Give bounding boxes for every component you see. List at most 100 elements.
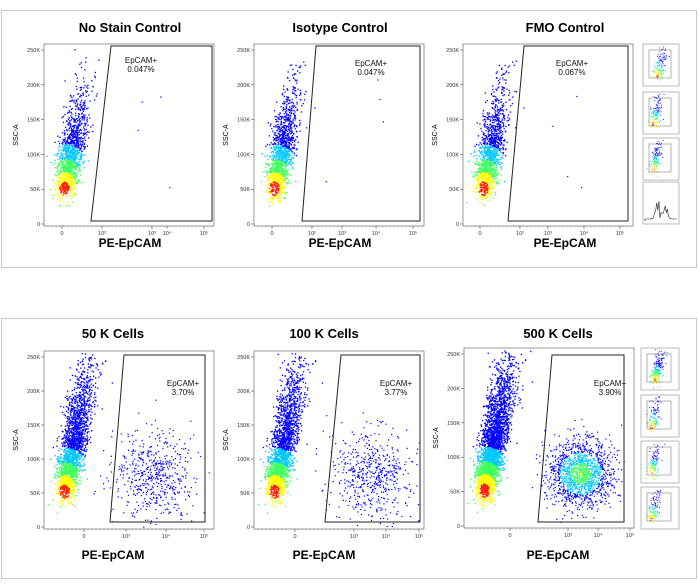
x-tick-label: 0	[270, 231, 273, 237]
y-tick-label: 0	[457, 524, 460, 530]
epcam-gate	[324, 354, 421, 523]
gate-percent: 0.067%	[558, 68, 585, 77]
gating-thumbnail	[642, 181, 680, 225]
y-tick-label: 50K	[240, 187, 250, 193]
x-tick-label: 0	[478, 231, 481, 237]
y-tick-label: 250K	[27, 48, 40, 54]
x-axis-label: PE-EpCAM	[527, 548, 590, 562]
y-axis-label: SSC-A	[13, 124, 20, 146]
y-tick-label: 200K	[446, 83, 459, 89]
x-tick-label: 0	[82, 534, 85, 540]
y-tick-label: 150K	[237, 423, 250, 429]
x-axis-label: PE-EpCAM	[82, 548, 145, 562]
event-density	[467, 350, 625, 523]
epcam-gate	[537, 354, 625, 523]
y-tick-label: 150K	[447, 421, 460, 427]
event-density	[257, 353, 420, 528]
plot-title: FMO Control	[526, 20, 605, 35]
plot-3: FMO Control 0 50K 100K 150K 200K 250K SSC-A 0 10²…	[432, 20, 634, 250]
y-tick-label: 150K	[446, 118, 459, 124]
x-tick-label: 10³	[338, 231, 346, 237]
epcam-gate	[301, 45, 421, 222]
x-tick-label: 10⁴	[162, 533, 171, 540]
x-axis-label: PE-EpCAM	[99, 236, 162, 250]
x-tick-label: 0	[508, 533, 511, 539]
y-tick-label: 200K	[447, 386, 460, 392]
y-tick-label: 0	[37, 222, 40, 228]
plot-title: 500 K Cells	[523, 326, 592, 341]
y-axis-label: SSC-A	[433, 427, 440, 449]
x-tick-label: 10⁴	[163, 230, 172, 237]
y-tick-label: 50K	[30, 491, 40, 497]
x-tick-label: 10⁴	[372, 230, 381, 237]
y-tick-label: 200K	[237, 83, 250, 89]
gating-thumbnail	[640, 486, 680, 530]
gating-thumbnail	[640, 394, 680, 438]
y-tick-label: 200K	[27, 83, 40, 89]
y-tick-label: 150K	[237, 118, 250, 124]
x-tick-label: 10⁵	[200, 533, 208, 540]
y-tick-label: 50K	[449, 187, 459, 193]
plot-1: No Stain Control 0 50K 100K 150K 200K 250K SSC-…	[13, 20, 215, 250]
x-tick-label: 10²	[308, 231, 316, 237]
gating-thumbnail	[640, 440, 680, 484]
x-tick-label: 10⁵	[626, 532, 634, 539]
x-tick-label: 10²	[516, 231, 524, 237]
y-tick-label: 250K	[237, 48, 250, 54]
x-tick-label: 10⁵	[200, 230, 208, 237]
gate-name: EpCAM+	[167, 379, 200, 388]
plot-title: 100 K Cells	[289, 326, 358, 341]
y-tick-label: 100K	[237, 152, 250, 158]
y-tick-label: 250K	[27, 355, 40, 361]
epcam-gate	[109, 354, 206, 523]
gate-percent: 3.70%	[172, 388, 195, 397]
y-tick-label: 200K	[237, 389, 250, 395]
y-tick-label: 200K	[27, 389, 40, 395]
plot-5: 100 K Cells 0 50K 100K 150K 200K 250K SSC-A 0 10³…	[223, 326, 425, 562]
x-tick-label: 10³	[148, 231, 156, 237]
plot-title: No Stain Control	[79, 20, 182, 35]
x-tick-label: 10⁵	[415, 533, 423, 540]
x-tick-label: 0	[293, 534, 296, 540]
gate-percent: 3.90%	[599, 388, 622, 397]
y-tick-label: 0	[247, 222, 250, 228]
x-tick-label: 10³	[564, 533, 572, 539]
x-tick-label: 10⁴	[594, 532, 603, 539]
x-tick-label: 10⁵	[616, 230, 624, 237]
plot-2: Isotype Control 0 50K 100K 150K 200K 250K SSC-A…	[223, 20, 425, 250]
x-tick-label: 10²	[98, 231, 106, 237]
x-axis-label: PE-EpCAM	[534, 236, 597, 250]
y-axis-label: SSC-A	[223, 124, 230, 146]
gating-thumbnail	[642, 137, 680, 181]
event-density	[47, 353, 210, 528]
y-tick-label: 100K	[446, 152, 459, 158]
gate-name: EpCAM+	[556, 59, 589, 68]
y-tick-label: 150K	[27, 118, 40, 124]
x-tick-label: 10⁴	[580, 230, 589, 237]
y-tick-label: 150K	[27, 423, 40, 429]
x-tick-label: 10³	[122, 534, 130, 540]
x-axis-label: PE-EpCAM	[309, 236, 372, 250]
y-tick-label: 100K	[237, 457, 250, 463]
gating-thumbnail	[640, 347, 680, 391]
epcam-gate	[90, 45, 213, 222]
event-density	[466, 60, 583, 206]
y-tick-label: 0	[247, 525, 250, 531]
x-tick-label: 10³	[544, 231, 552, 237]
gate-percent: 0.047%	[357, 68, 384, 77]
y-tick-label: 0	[37, 525, 40, 531]
gate-percent: 0.047%	[127, 65, 154, 74]
plot-title: Isotype Control	[292, 20, 387, 35]
x-tick-label: 0	[60, 231, 63, 237]
y-tick-label: 50K	[240, 491, 250, 497]
x-tick-label: 10³	[350, 534, 358, 540]
x-axis-label: PE-EpCAM	[293, 548, 356, 562]
y-tick-label: 0	[456, 222, 459, 228]
event-density	[46, 49, 171, 207]
epcam-gate	[507, 45, 629, 222]
plot-4: 50 K Cells 0 50K 100K 150K 200K 250K SSC-A 0 10³ 1…	[13, 326, 215, 562]
gate-name: EpCAM+	[594, 379, 627, 388]
y-tick-label: 250K	[447, 352, 460, 358]
x-tick-label: 10⁵	[409, 230, 417, 237]
